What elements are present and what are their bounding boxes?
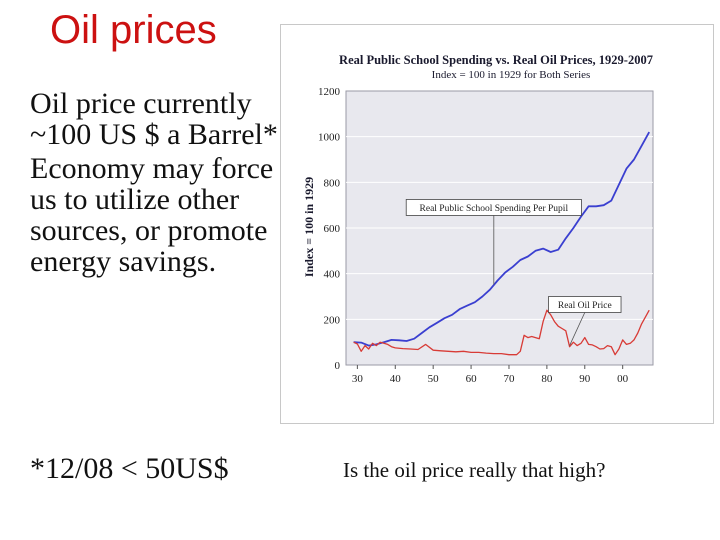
x-tick-label: 30 bbox=[352, 373, 364, 385]
x-tick-label: 50 bbox=[428, 373, 440, 385]
annotation-box-oil bbox=[548, 296, 622, 313]
x-tick-label: 70 bbox=[503, 373, 515, 385]
annotation-label-oil: Real Oil Price bbox=[558, 301, 612, 311]
line-chart: Real Public School Spending vs. Real Oil… bbox=[302, 53, 654, 385]
footnote: *12/08 < 50US$ bbox=[30, 452, 229, 485]
annotation-box-spending bbox=[405, 199, 582, 216]
x-tick-label: 00 bbox=[617, 373, 629, 385]
chart-subtitle: Index = 100 in 1929 for Both Series bbox=[432, 69, 591, 81]
chart-caption: Is the oil price really that high? bbox=[343, 458, 606, 482]
x-tick-label: 80 bbox=[541, 373, 553, 385]
y-tick-label: 0 bbox=[335, 360, 341, 372]
annotation-label-spending: Real Public School Spending Per Pupil bbox=[420, 204, 569, 214]
bullet-list: Oil price currently ~100 US $ a Barrel* … bbox=[30, 88, 278, 277]
annotation-leader bbox=[569, 312, 586, 346]
slide-title: Oil prices bbox=[50, 8, 217, 52]
y-tick-label: 600 bbox=[324, 223, 341, 235]
bullet-oil-price: Oil price currently ~100 US $ a Barrel* bbox=[30, 87, 278, 151]
series-line-spending bbox=[353, 131, 650, 347]
x-tick-label: 90 bbox=[579, 373, 591, 385]
x-tick-label: 40 bbox=[390, 373, 402, 385]
chart-title: Real Public School Spending vs. Real Oil… bbox=[339, 53, 653, 67]
y-tick-label: 200 bbox=[324, 314, 341, 326]
y-tick-label: 400 bbox=[324, 269, 341, 281]
y-tick-label: 1000 bbox=[318, 132, 341, 144]
y-tick-label: 800 bbox=[324, 177, 341, 189]
y-axis-label: Index = 100 in 1929 bbox=[302, 177, 316, 277]
chart-frame: Real Public School Spending vs. Real Oil… bbox=[280, 24, 714, 424]
y-tick-label: 1200 bbox=[318, 86, 341, 98]
bullet-economy: Economy may force us to utilize other so… bbox=[30, 152, 274, 278]
x-tick-label: 60 bbox=[466, 373, 478, 385]
series-line-oil bbox=[353, 309, 650, 356]
